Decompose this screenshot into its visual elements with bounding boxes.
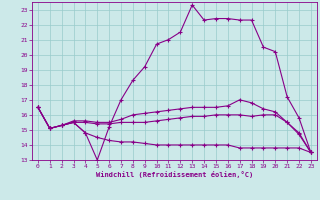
X-axis label: Windchill (Refroidissement éolien,°C): Windchill (Refroidissement éolien,°C)	[96, 171, 253, 178]
